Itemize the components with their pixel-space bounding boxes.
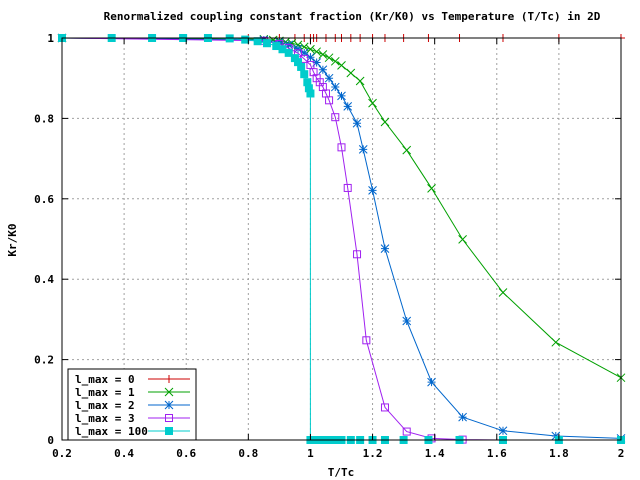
data-point — [312, 58, 322, 67]
data-point — [380, 244, 390, 254]
data-point — [297, 62, 306, 71]
data-point — [355, 76, 365, 86]
data-point — [368, 98, 377, 108]
data-point — [498, 288, 508, 297]
series-line — [61, 37, 622, 379]
data-point — [306, 44, 315, 54]
data-point — [331, 113, 340, 122]
data-point — [402, 316, 412, 326]
data-point — [358, 145, 368, 154]
data-point — [427, 377, 436, 387]
data-point — [380, 117, 390, 127]
data-point — [300, 70, 309, 79]
data-point — [330, 56, 340, 66]
data-point — [402, 427, 411, 436]
data-point — [458, 412, 467, 422]
data-point — [306, 52, 315, 62]
data-point — [427, 183, 436, 193]
y-tick-label: 0 — [47, 434, 54, 447]
data-point — [324, 73, 334, 83]
data-point — [306, 89, 315, 98]
data-point — [337, 91, 346, 101]
data-point — [253, 37, 262, 46]
grid — [62, 38, 621, 440]
data-point — [343, 183, 352, 192]
data-point — [353, 250, 362, 259]
data-point — [551, 431, 561, 441]
legend-label: l_max = 2 — [75, 399, 135, 412]
data-point — [318, 65, 328, 75]
data-point — [337, 143, 346, 152]
data-point — [241, 35, 250, 44]
data-point — [299, 48, 309, 58]
ticks: 0.2 0.4 0.6 0.8 1 1.2 1.4 1.6 1.8 200.20.40.60.81 — [34, 32, 624, 460]
legend-label: l_max = 100 — [75, 425, 148, 438]
data-point — [165, 427, 173, 435]
legend-label: l_max = 1 — [75, 386, 135, 399]
x-tick-label: 1.4 — [425, 447, 445, 460]
y-tick-label: 0.4 — [34, 273, 54, 286]
legend-label: l_max = 0 — [75, 373, 135, 386]
data-point — [402, 145, 412, 155]
x-tick-label: 2 — [618, 447, 625, 460]
data-point — [330, 82, 340, 92]
y-tick-label: 1 — [47, 32, 54, 45]
y-tick-label: 0.8 — [34, 112, 54, 125]
data-point — [324, 53, 334, 63]
x-tick-label: 1.8 — [549, 447, 569, 460]
data-point — [498, 426, 508, 436]
data-point — [325, 96, 334, 105]
x-tick-label: 0.6 — [176, 447, 196, 460]
data-point — [164, 400, 174, 410]
x-tick-label: 1 — [307, 447, 314, 460]
x-tick-label: 0.4 — [114, 447, 134, 460]
legend: l_max = 0l_max = 1l_max = 2l_max = 3l_ma… — [67, 368, 197, 441]
x-axis-label: T/Tc — [328, 466, 355, 479]
data-point — [343, 101, 353, 111]
plot-frame — [61, 37, 622, 441]
data-point — [352, 118, 362, 128]
data-point — [262, 39, 271, 48]
data-point — [318, 50, 328, 59]
x-tick-label: 1.2 — [363, 447, 383, 460]
data-point — [165, 414, 173, 422]
x-tick-label: 0.8 — [238, 447, 258, 460]
data-point — [164, 387, 174, 397]
data-point — [362, 336, 371, 345]
data-point — [368, 186, 377, 195]
x-tick-label: 1.6 — [487, 447, 507, 460]
data-point — [165, 375, 173, 383]
y-tick-label: 0.6 — [34, 193, 54, 206]
data-point — [458, 235, 467, 244]
chart-title: Renormalized coupling constant fraction … — [104, 10, 601, 23]
data-point — [551, 337, 561, 347]
data-point — [293, 44, 303, 54]
data-point — [275, 37, 284, 47]
y-tick-label: 0.2 — [34, 354, 54, 367]
data-point — [380, 403, 389, 412]
data-point — [337, 60, 346, 70]
y-axis-label: Kr/K0 — [6, 223, 19, 256]
data-point — [346, 68, 356, 78]
legend-label: l_max = 3 — [75, 412, 135, 425]
data-point — [284, 48, 293, 57]
x-tick-label: 0.2 — [52, 447, 72, 460]
